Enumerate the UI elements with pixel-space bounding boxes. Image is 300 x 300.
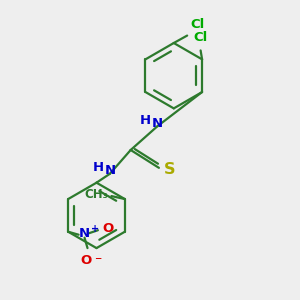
- Text: Cl: Cl: [190, 18, 204, 31]
- Text: N: N: [152, 117, 163, 130]
- Text: CH₃: CH₃: [85, 188, 109, 201]
- Text: H: H: [140, 114, 151, 127]
- Text: Cl: Cl: [194, 32, 208, 44]
- Text: +: +: [91, 224, 99, 234]
- Text: S: S: [164, 162, 176, 177]
- Text: H: H: [92, 161, 104, 174]
- Text: N: N: [79, 227, 90, 240]
- Text: O: O: [102, 222, 114, 235]
- Text: ⁻: ⁻: [94, 254, 101, 268]
- Text: O: O: [80, 254, 92, 267]
- Text: N: N: [104, 164, 116, 177]
